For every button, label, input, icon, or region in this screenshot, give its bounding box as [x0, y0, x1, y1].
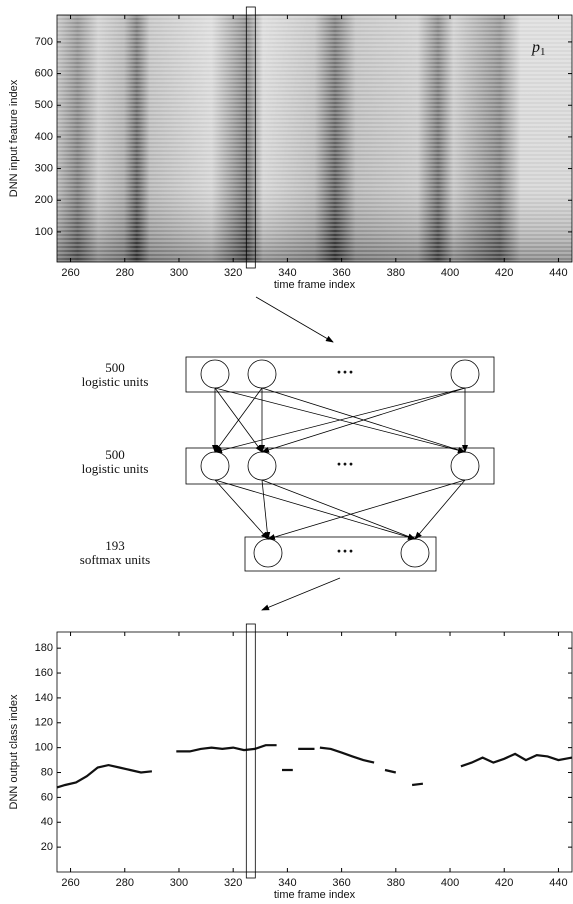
- connection: [261, 387, 466, 453]
- y-tick-label: 200: [35, 194, 53, 206]
- y-tick-label: 700: [35, 36, 53, 48]
- x-tick-label: 300: [170, 267, 188, 279]
- x-axis-label: time frame index: [274, 889, 356, 901]
- connection: [214, 387, 466, 454]
- connection: [214, 479, 416, 540]
- y-tick-label: 40: [41, 816, 53, 828]
- layer-box: [185, 447, 495, 485]
- ellipsis: ···: [336, 541, 354, 561]
- arrow: [261, 577, 341, 611]
- y-tick-label: 140: [35, 692, 53, 704]
- x-tick-label: 400: [441, 877, 459, 889]
- y-tick-label: 80: [41, 766, 53, 778]
- x-tick-label: 280: [116, 267, 134, 279]
- x-tick-label: 320: [224, 877, 242, 889]
- layer-box: [244, 536, 437, 572]
- y-tick-label: 60: [41, 791, 53, 803]
- layer-units: 500: [105, 447, 125, 462]
- y-tick-label: 180: [35, 642, 53, 654]
- y-tick-label: 500: [35, 99, 53, 111]
- layer-label: logistic units: [82, 461, 149, 476]
- ellipsis: ···: [336, 454, 354, 474]
- ellipsis: ···: [336, 362, 354, 382]
- x-tick-label: 380: [387, 267, 405, 279]
- x-tick-label: 400: [441, 267, 459, 279]
- x-tick-label: 380: [387, 877, 405, 889]
- highlight-frame: [245, 623, 256, 879]
- annotation: p1: [531, 39, 546, 58]
- x-tick-label: 420: [495, 267, 513, 279]
- plot-frame: [56, 631, 573, 873]
- pitch-line: [56, 744, 573, 789]
- x-tick-label: 440: [549, 877, 567, 889]
- layer-label: softmax units: [80, 552, 150, 567]
- connections: [212, 387, 468, 540]
- x-axis-label: time frame index: [274, 279, 356, 291]
- y-axis-label: DNN output class index: [8, 694, 20, 809]
- y-tick-label: 600: [35, 67, 53, 79]
- y-tick-label: 120: [35, 717, 53, 729]
- arrow: [255, 296, 334, 343]
- x-tick-label: 260: [61, 267, 79, 279]
- connection: [414, 479, 466, 540]
- layer-units: 193: [105, 538, 125, 553]
- x-tick-label: 260: [61, 877, 79, 889]
- x-tick-label: 280: [116, 877, 134, 889]
- layer-box: [185, 356, 495, 393]
- connection: [214, 479, 269, 540]
- layer-label: logistic units: [82, 374, 149, 389]
- x-tick-label: 300: [170, 877, 188, 889]
- y-axis-label: DNN input feature index: [8, 79, 20, 197]
- plot-frame: [56, 14, 573, 263]
- y-tick-label: 100: [35, 226, 53, 238]
- layer-units: 500: [105, 360, 125, 375]
- x-tick-label: 440: [549, 267, 567, 279]
- y-tick-label: 400: [35, 131, 53, 143]
- annotation-base: p: [531, 39, 540, 56]
- x-tick-label: 420: [495, 877, 513, 889]
- connection: [261, 479, 416, 540]
- x-tick-label: 320: [224, 267, 242, 279]
- connection: [261, 479, 271, 540]
- x-tick-label: 360: [332, 267, 350, 279]
- y-tick-label: 100: [35, 742, 53, 754]
- connection: [214, 387, 263, 453]
- y-tick-label: 20: [41, 841, 53, 853]
- y-tick-label: 300: [35, 162, 53, 174]
- x-tick-label: 340: [278, 877, 296, 889]
- y-tick-label: 160: [35, 667, 53, 679]
- spectrogram-texture: [57, 15, 572, 262]
- network-diagram: 500 logistic units 500 logistic units 19…: [80, 296, 495, 611]
- highlight-frame: [245, 6, 256, 269]
- x-tick-label: 340: [278, 267, 296, 279]
- connection: [267, 479, 466, 540]
- annotation-subscript: 1: [540, 46, 546, 58]
- x-tick-label: 360: [332, 877, 350, 889]
